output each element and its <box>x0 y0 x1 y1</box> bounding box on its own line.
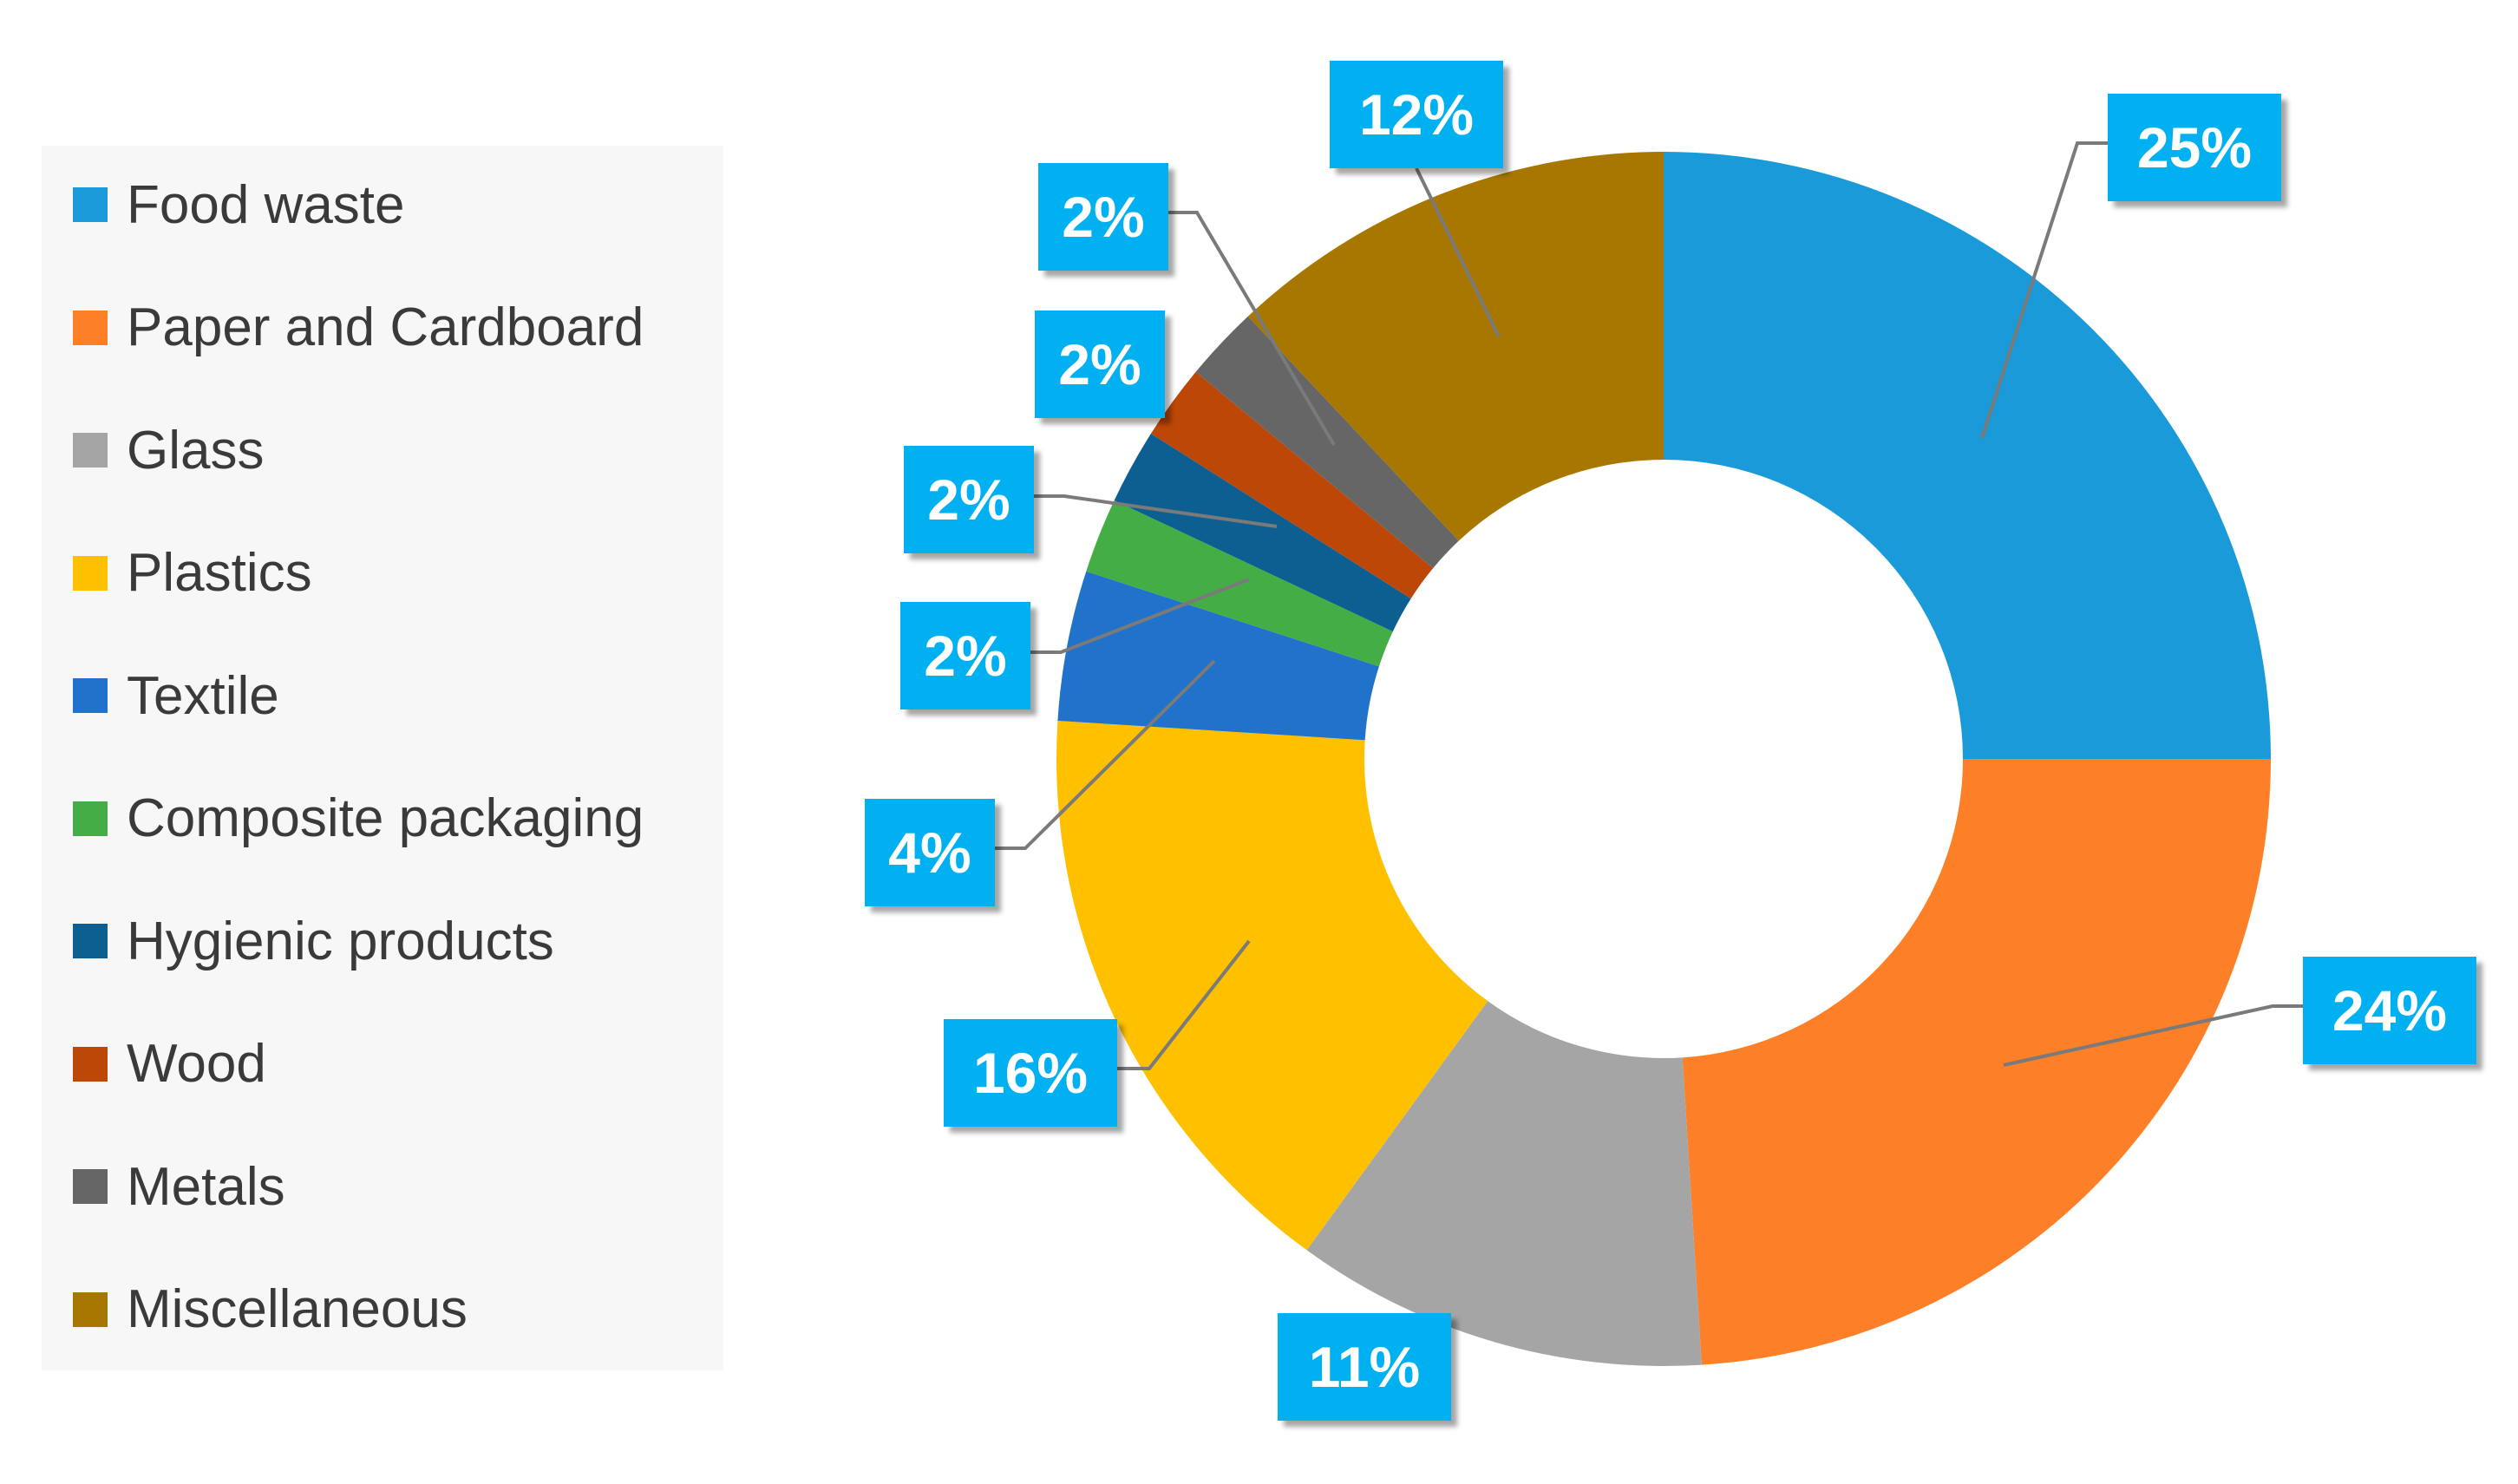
legend-swatch-glass <box>73 433 108 467</box>
data-label-hygienic-products: 2% <box>904 446 1034 553</box>
data-label-text-miscellaneous: 12% <box>1359 82 1474 147</box>
data-label-box-plastics <box>944 1019 1117 1127</box>
legend-label-paper-and-cardboard: Paper and Cardboard <box>127 297 644 357</box>
leader-line-metals <box>1168 211 1336 447</box>
chart-legend: Food waste Paper and Cardboard Glass Plasti… <box>42 146 723 1370</box>
data-label-paper-and-cardboard: 24% <box>2303 957 2476 1064</box>
data-label-miscellaneous: 12% <box>1330 61 1503 168</box>
data-label-text-textile: 4% <box>888 820 971 885</box>
leader-line-textile <box>995 659 1216 850</box>
legend-swatch-composite-packaging <box>73 801 108 836</box>
legend-item-composite-packaging: Composite packaging <box>73 780 644 858</box>
data-label-text-paper-and-cardboard: 24% <box>2332 978 2447 1043</box>
slice-glass <box>1306 1001 1702 1366</box>
legend-label-composite-packaging: Composite packaging <box>127 788 644 848</box>
legend-label-hygienic-products: Hygienic products <box>127 911 554 971</box>
legend-swatch-wood <box>73 1046 108 1082</box>
legend-swatch-food-waste <box>73 187 108 222</box>
data-label-text-plastics: 16% <box>973 1041 1088 1105</box>
legend-label-metals: Metals <box>127 1156 285 1217</box>
legend-label-plastics: Plastics <box>127 543 312 603</box>
leader-lines-layer <box>995 141 2303 1070</box>
slice-food-waste <box>1664 152 2271 759</box>
data-label-metals: 2% <box>1038 163 1168 271</box>
leader-line-hygienic-products <box>1034 494 1278 528</box>
data-label-box-glass <box>1278 1313 1451 1421</box>
leader-line-food-waste <box>1980 141 2108 439</box>
data-label-box-composite-packaging <box>900 602 1030 709</box>
legend-item-hygienic-products: Hygienic products <box>73 902 554 980</box>
legend-label-textile: Textile <box>127 665 279 726</box>
data-label-box-metals <box>1038 163 1168 271</box>
data-label-text-food-waste: 25% <box>2137 115 2252 180</box>
slices-layer <box>1056 152 2271 1366</box>
legend-item-miscellaneous: Miscellaneous <box>73 1271 468 1349</box>
leader-line-paper-and-cardboard <box>2003 1004 2303 1067</box>
legend-label-wood: Wood <box>127 1034 266 1094</box>
legend-swatch-paper-and-cardboard <box>73 310 108 345</box>
data-label-text-hygienic-products: 2% <box>927 467 1010 532</box>
data-label-text-metals: 2% <box>1062 185 1144 249</box>
legend-swatch-plastics <box>73 555 108 591</box>
slice-plastics <box>1056 721 1488 1251</box>
legend-item-food-waste: Food waste <box>73 166 405 244</box>
slice-miscellaneous <box>1247 152 1664 541</box>
data-label-food-waste: 25% <box>2108 94 2281 201</box>
legend-item-metals: Metals <box>73 1147 285 1226</box>
data-label-text-composite-packaging: 2% <box>924 624 1006 688</box>
legend-label-miscellaneous: Miscellaneous <box>127 1279 468 1339</box>
data-label-box-miscellaneous <box>1330 61 1503 168</box>
data-label-box-paper-and-cardboard <box>2303 957 2476 1064</box>
legend-label-glass: Glass <box>127 420 265 481</box>
leader-line-miscellaneous <box>1415 167 1501 337</box>
data-label-composite-packaging: 2% <box>900 602 1030 709</box>
legend-item-glass: Glass <box>73 411 264 489</box>
legend-item-wood: Wood <box>73 1025 266 1103</box>
leader-line-composite-packaging <box>1030 578 1250 654</box>
data-label-box-textile <box>865 799 995 906</box>
data-label-plastics: 16% <box>944 1019 1117 1127</box>
data-label-box-hygienic-products <box>904 446 1034 553</box>
legend-swatch-textile <box>73 678 108 713</box>
data-label-text-wood: 2% <box>1058 332 1141 396</box>
data-label-glass: 11% <box>1278 1313 1451 1421</box>
data-label-wood: 2% <box>1035 311 1165 418</box>
legend-swatch-miscellaneous <box>73 1291 108 1327</box>
data-label-text-glass: 11% <box>1309 1335 1420 1399</box>
slice-wood <box>1150 371 1434 599</box>
slice-hygienic-products <box>1114 433 1411 632</box>
slice-paper-and-cardboard <box>1682 759 2271 1365</box>
leader-line-plastics <box>1117 939 1251 1070</box>
legend-swatch-hygienic-products <box>73 924 108 958</box>
legend-item-plastics: Plastics <box>73 534 312 612</box>
data-labels-layer: 25% 24% 11% 16% 4% 2% 2% 2% 2% 12% <box>865 61 2476 1421</box>
data-label-textile: 4% <box>865 799 995 906</box>
legend-item-paper-and-cardboard: Paper and Cardboard <box>73 289 644 367</box>
slice-textile <box>1057 571 1379 741</box>
data-label-box-wood <box>1035 311 1165 418</box>
slice-metals <box>1195 316 1459 569</box>
data-label-box-food-waste <box>2108 94 2281 201</box>
legend-swatch-metals <box>73 1169 108 1204</box>
legend-label-food-waste: Food waste <box>127 174 405 235</box>
legend-item-textile: Textile <box>73 657 279 735</box>
